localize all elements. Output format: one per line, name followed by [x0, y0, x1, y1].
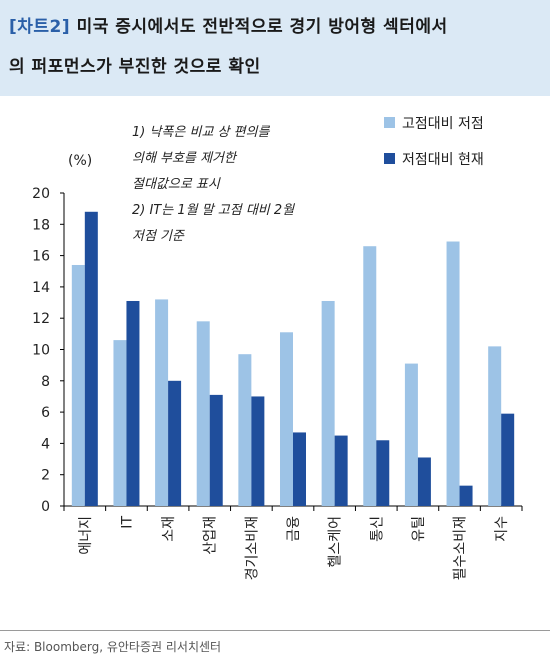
legend-swatch — [384, 117, 395, 128]
bar-1 — [446, 241, 460, 506]
bar-2 — [251, 396, 265, 506]
legend-label: 저점대비 현재 — [402, 152, 484, 168]
x-category-label: 유틸 — [411, 516, 427, 542]
bar-1 — [488, 346, 502, 506]
x-category-label: 지수 — [494, 516, 510, 542]
chart-title-2: 의 퍼포먼스가 부진한 것으로 확인 — [9, 57, 261, 77]
y-axis-label: (%) — [68, 153, 92, 169]
bar-2 — [209, 394, 223, 506]
x-category-label: 통신 — [369, 516, 385, 542]
bar-1 — [155, 299, 169, 506]
source-text: 자료: Bloomberg, 유안타증권 리서치센터 — [4, 640, 222, 654]
bar-2 — [168, 380, 182, 506]
bar-2 — [126, 300, 140, 506]
title-line-1: [차트2] 미국 증시에서도 전반적으로 경기 방어형 섹터에서 — [9, 12, 448, 37]
chart-note: 절대값으로 표시 — [132, 177, 221, 192]
y-tick-label: 6 — [41, 405, 50, 421]
x-category-label: 필수소비재 — [453, 516, 469, 580]
bar-2 — [293, 432, 306, 506]
bar-1 — [71, 264, 85, 506]
y-tick-label: 2 — [41, 468, 50, 484]
chart-header: [차트2] 미국 증시에서도 전반적으로 경기 방어형 섹터에서 의 퍼포먼스가… — [0, 0, 550, 96]
bar-2 — [376, 440, 390, 506]
x-category-label: 경기소비재 — [244, 516, 260, 580]
bar-2 — [84, 211, 98, 506]
bar-1 — [321, 300, 335, 506]
chart-note: 저점 기준 — [132, 229, 185, 244]
x-category-label: 에너지 — [78, 516, 94, 555]
source-divider — [0, 630, 550, 631]
bar-1 — [196, 321, 210, 506]
bar-1 — [238, 354, 252, 506]
x-category-label: 소재 — [161, 516, 177, 542]
y-tick-label: 14 — [32, 280, 50, 296]
y-tick-label: 16 — [32, 249, 50, 265]
y-tick-label: 0 — [41, 499, 50, 515]
bar-2 — [501, 413, 515, 506]
x-category-label: 산업재 — [203, 516, 219, 555]
y-tick-label: 18 — [32, 217, 50, 233]
y-tick-label: 4 — [41, 436, 50, 452]
chart-note: 2) IT는 1월 말 고점 대비 2월 — [132, 203, 295, 218]
y-tick-label: 10 — [32, 343, 50, 359]
y-tick-label: 12 — [32, 311, 50, 327]
chart-tag: [차트2] — [9, 17, 71, 37]
bar-chart: 0 2 4 6 8 10 12 14 16 18 20 (%) 에너지 IT 소재 산업재 경기소비재 금융 헬스케… — [32, 116, 523, 580]
bar-1 — [113, 340, 127, 506]
bar-2 — [459, 485, 473, 506]
bar-1 — [280, 332, 293, 506]
y-tick-label: 20 — [32, 186, 50, 202]
legend-label: 고점대비 저점 — [402, 116, 484, 132]
bar-1 — [404, 363, 418, 506]
bar-2 — [334, 435, 348, 506]
chart-title-1: 미국 증시에서도 전반적으로 경기 방어형 섹터에서 — [76, 17, 448, 37]
bar-2 — [417, 457, 431, 506]
chart-note: 1) 낙폭은 비교 상 편의를 — [132, 125, 271, 140]
chart-note: 의해 부호를 제거한 — [132, 151, 238, 166]
legend-swatch — [384, 153, 395, 164]
bar-1 — [363, 246, 377, 506]
x-category-label: IT — [119, 516, 135, 529]
x-category-label: 금융 — [286, 516, 302, 542]
y-tick-label: 8 — [41, 374, 50, 390]
x-category-label: 헬스케어 — [328, 516, 344, 568]
